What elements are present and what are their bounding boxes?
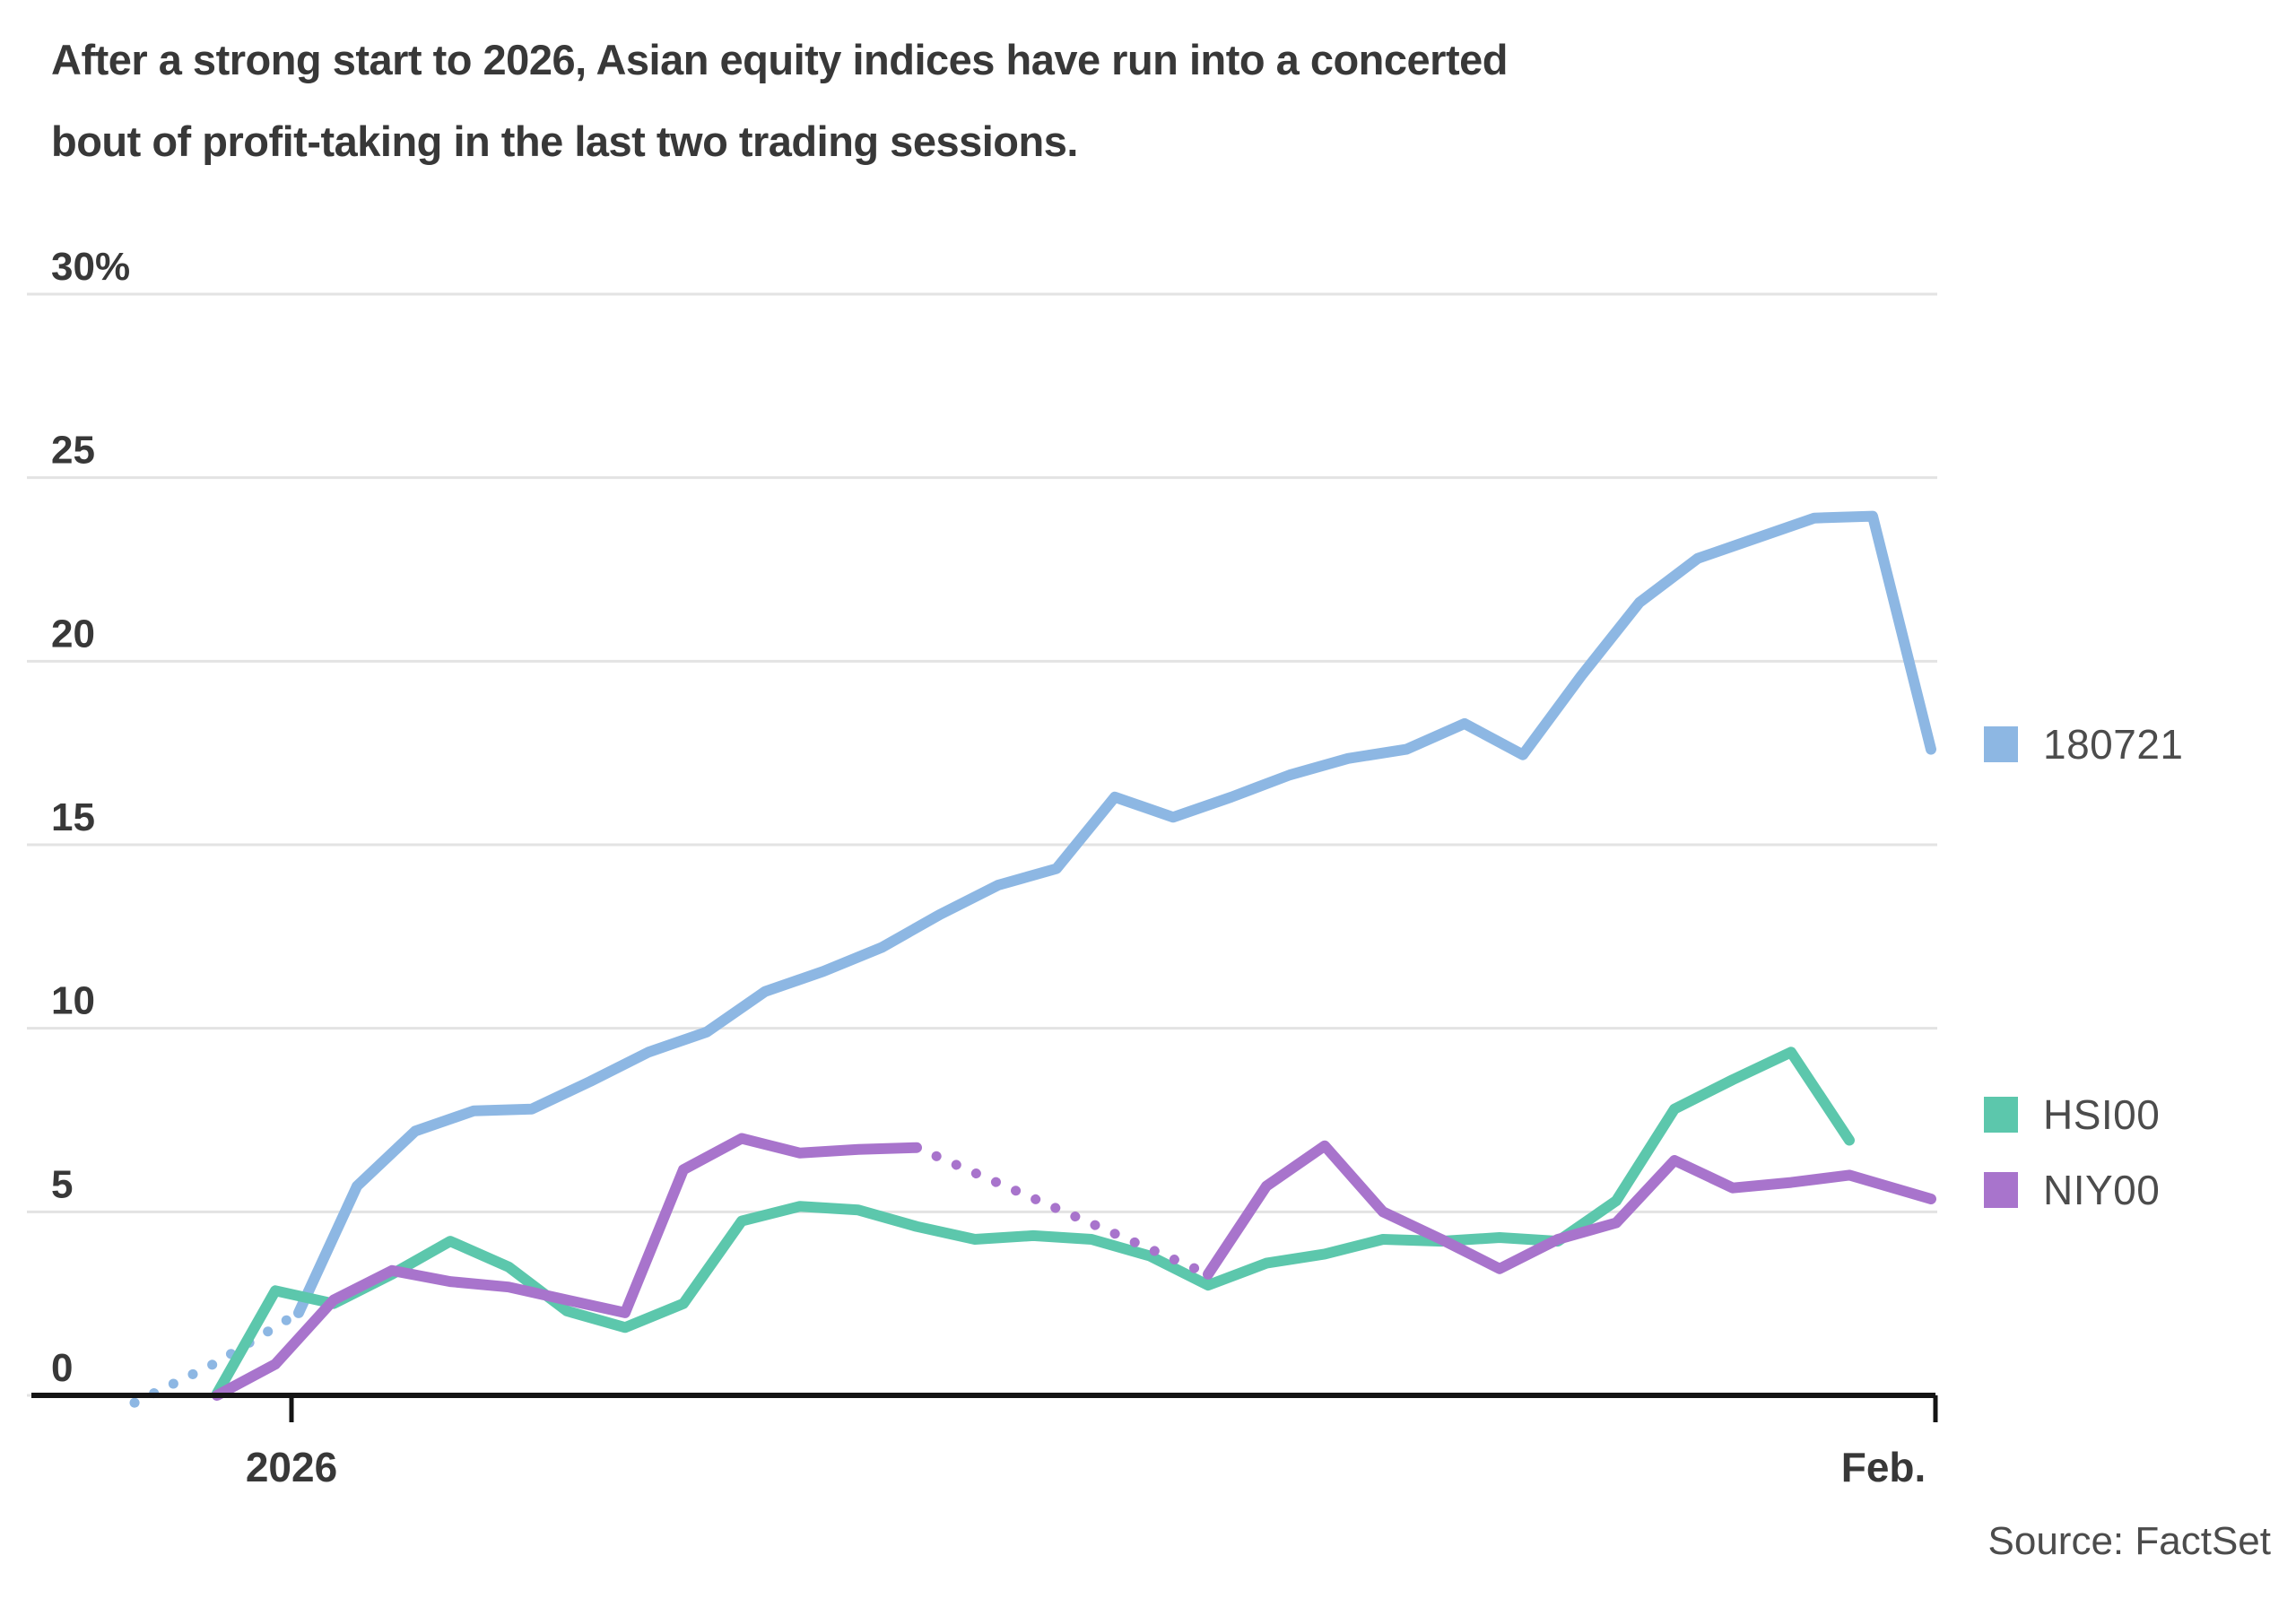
x-tick-label-Feb.: Feb. [1841, 1444, 1926, 1490]
y-tick-label-5: 5 [51, 1162, 73, 1206]
chart-title: After a strong start to 2026, Asian equi… [51, 20, 1522, 182]
legend-swatch-hsi00 [1984, 1097, 2018, 1133]
x-tick-label-2026: 2026 [246, 1444, 337, 1490]
y-tick-label-15: 15 [51, 795, 95, 839]
series-line-NIY00-seg0 [212, 1133, 922, 1401]
legend-label-niy00: NIY00 [2043, 1167, 2161, 1213]
legend-item-niy00[interactable]: NIY00 [1984, 1166, 2160, 1214]
y-tick-label-30: 30% [51, 245, 130, 289]
series-line-HSI00-seg0 [212, 1047, 1855, 1399]
legend-item-180721[interactable]: 180721 [1984, 720, 2184, 769]
chart-title-line-2: bout of profit-taking in the last two tr… [51, 117, 1078, 165]
series-line-180721-seg1 [293, 510, 1936, 1318]
legend-label-180721: 180721 [2043, 721, 2184, 768]
y-tick-label-20: 20 [51, 612, 95, 656]
y-tick-label-10: 10 [51, 979, 95, 1023]
source-credit: Source: FactSet [1987, 1519, 2271, 1563]
legend-item-hsi00[interactable]: HSI00 [1984, 1090, 2160, 1139]
series-line-180721-seg0 [129, 1307, 304, 1408]
legend-label-hsi00: HSI00 [2043, 1091, 2161, 1138]
y-tick-label-0: 0 [51, 1346, 73, 1390]
chart-title-line-1: After a strong start to 2026, Asian equi… [51, 36, 1508, 83]
legend-swatch-niy00 [1984, 1172, 2018, 1208]
series-line-NIY00-seg2 [1203, 1140, 1936, 1280]
y-tick-label-25: 25 [51, 429, 95, 473]
legend-swatch-180721 [1984, 726, 2018, 762]
